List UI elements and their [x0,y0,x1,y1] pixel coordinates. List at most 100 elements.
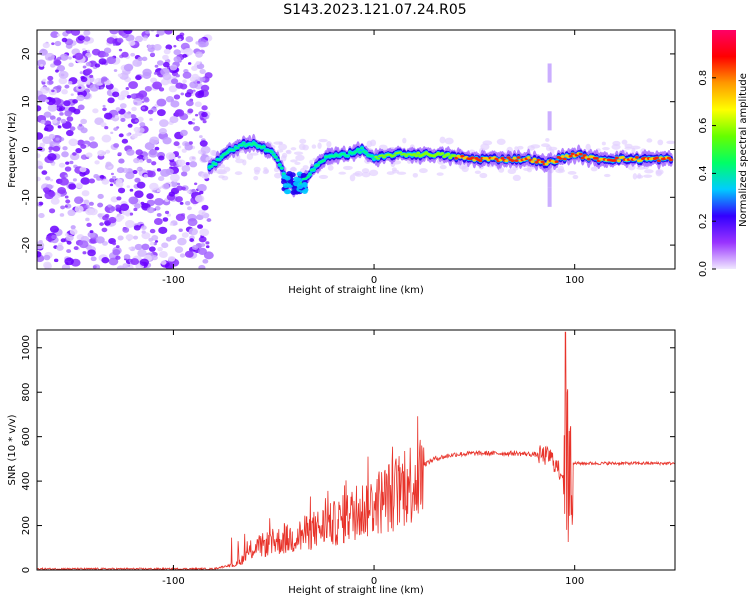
noise-speckle-dot [173,179,178,183]
noise-speckle-dot [86,222,92,228]
colorbar-tick-label: 0.0 [698,261,709,277]
noise-speckle-dot [158,127,167,135]
noise-speckle-dot [146,193,154,200]
colorbar-tick-label: 0.2 [698,213,709,229]
spectrogram-x-tick-label: 0 [371,275,377,286]
noise-speckle-dot [235,158,245,164]
noise-speckle-dot [105,161,112,167]
spectrogram-y-tick-label: -10 [21,189,32,205]
noise-speckle-dot [79,171,86,177]
noise-speckle-dot [140,225,147,230]
noise-speckle-dot [127,123,133,128]
noise-speckle-dot [198,135,203,139]
noise-speckle-dot [119,103,127,109]
noise-speckle-dot [196,214,204,221]
noise-speckle-dot [56,65,66,72]
noise-speckle-dot [129,188,134,192]
noise-speckle-dot [132,98,143,106]
noise-speckle-dot [116,196,122,201]
noise-speckle-dot [158,119,169,128]
noise-speckle-dot [73,196,84,204]
ridge-core [448,156,453,159]
noise-speckle-dot [165,44,173,50]
spectrogram-x-tick-label: -100 [162,275,185,286]
noise-speckle-dot [64,174,69,178]
noise-speckle-dot [572,174,579,180]
ridge-core [560,155,565,158]
noise-speckle-dot [130,114,136,118]
noise-speckle-dot [175,34,185,42]
noise-speckle-dot [507,168,517,175]
noise-speckle-dot [361,171,371,178]
noise-speckle-dot [109,30,119,35]
ridge-lobe [301,189,308,195]
ridge-core [311,168,316,171]
noise-speckle-dot [59,112,64,116]
noise-speckle-dot [134,243,143,251]
noise-speckle-dot [115,245,120,249]
noise-speckle-dot [134,119,139,123]
noise-speckle-dot [147,170,156,178]
ridge-core [209,165,214,168]
snr-y-tick-label: 600 [21,427,32,446]
noise-speckle-dot [138,159,144,164]
noise-speckle-dot [85,217,90,222]
noise-speckle-dot [175,74,180,78]
noise-speckle-dot [51,42,55,46]
noise-speckle-dot [79,71,84,75]
noise-speckle-dot [134,177,141,183]
noise-speckle-dot [201,111,208,118]
noise-speckle-dot [188,227,198,236]
noise-speckle-dot [439,136,446,144]
noise-speckle-dot [64,205,68,208]
noise-speckle-dot [194,101,202,108]
noise-speckle-dot [110,172,114,176]
noise-speckle-dot [123,63,134,72]
noise-speckle-dot [173,49,181,56]
snr-y-tick-label: 0 [21,567,32,573]
noise-speckle-dot [159,251,168,259]
noise-speckle-dot [105,149,111,154]
noise-speckle-dot [118,214,125,220]
noise-speckle-dot [194,113,199,117]
noise-speckle-dot [143,155,149,160]
noise-speckle-dot [72,178,77,182]
noise-speckle-dot [182,71,192,79]
noise-speckle-dot [496,138,506,145]
noise-speckle-dot [50,31,59,39]
noise-speckle-dot [133,224,141,231]
noise-speckle-dot [177,237,187,246]
noise-speckle-dot [107,204,112,208]
noise-speckle-dot [110,196,119,203]
ridge-core [654,156,659,160]
noise-speckle-dot [125,87,130,90]
ridge-core [544,162,549,166]
ridge-core [514,159,519,163]
ridge-lobe [282,183,289,189]
noise-speckle-dot [100,122,107,128]
noise-speckle-dot [47,153,57,161]
noise-speckle-dot [169,115,179,124]
noise-speckle-dot [138,90,148,98]
noise-speckle-dot [175,196,183,203]
noise-speckle-dot [191,188,196,193]
noise-speckle-dot [82,65,87,69]
noise-speckle-dot [541,143,550,148]
noise-speckle-dot [185,100,194,107]
noise-speckle-dot [479,172,488,179]
noise-speckle-dot [178,228,183,232]
noise-speckle-dot [177,145,182,149]
ridge-core [253,143,258,146]
noise-speckle-dot [99,222,104,226]
noise-speckle-dot [75,147,82,154]
noise-speckle-dot [196,81,201,84]
noise-speckle-dot [444,137,454,145]
ridge-core [213,163,218,166]
noise-speckle-dot [65,199,71,204]
noise-speckle-dot [60,118,67,124]
noise-speckle-dot [514,146,519,151]
noise-speckle-dot [557,165,565,172]
noise-speckle-dot [158,226,168,234]
noise-speckle-dot [133,126,141,133]
